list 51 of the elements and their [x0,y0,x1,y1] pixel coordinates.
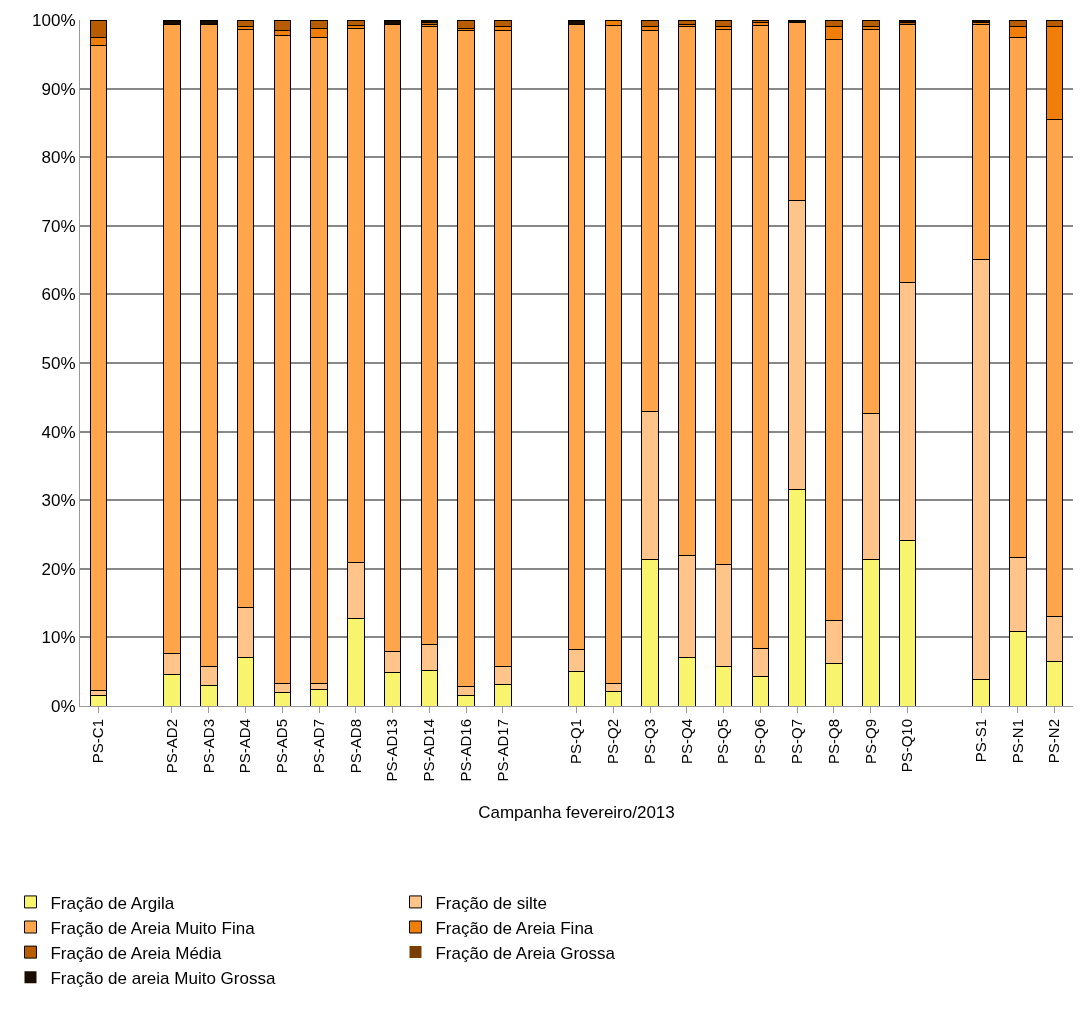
bar [641,20,659,28]
bar [347,20,365,26]
x-tick-label: PS-Q4 [677,719,695,765]
x-tick-label: PS-N1 [1008,719,1026,764]
x-tick-label: PS-AD13 [383,719,401,782]
legend-label: Fração de silte [435,893,547,913]
x-tick-label: PS-Q7 [788,719,806,765]
legend-label: Fração de Areia Grossa [435,943,616,963]
y-tick-label: 100% [32,10,76,30]
x-tick-label: PS-AD17 [493,719,511,782]
x-tick-label: PS-Q1 [567,719,585,765]
x-tick-label: PS-C1 [89,719,107,764]
y-tick-label: 60% [41,285,76,305]
y-tick-label: 50% [41,353,76,373]
y-tick-label: 90% [41,79,76,99]
x-tick-label: PS-Q5 [714,719,732,765]
x-tick-label: PS-Q10 [898,719,916,773]
legend-label: Fração de Areia Média [50,943,223,963]
legend-label: Fração de areia Muito Grossa [50,968,276,988]
x-tick-label: PS-AD7 [309,719,327,774]
x-tick-label: PS-S1 [971,719,989,763]
x-tick-label: PS-AD2 [162,719,180,774]
bar [714,20,733,27]
x-tick-label: PS-AD14 [420,719,438,782]
bar [89,695,108,706]
y-tick-label: 70% [41,216,76,236]
x-tick-label: PS-Q2 [604,719,622,765]
x-tick-label: PS-AD4 [236,719,254,774]
bar [861,20,880,27]
x-tick-label: PS-Q3 [640,719,658,765]
y-tick-label: 10% [41,628,76,648]
x-tick-label: PS-Q6 [751,719,769,765]
y-tick-label: 0% [51,696,76,716]
x-tick-label: PS-AD3 [199,719,217,774]
y-tick-label: 30% [41,491,76,511]
x-tick-label: PS-AD5 [273,719,291,774]
legend-label: Fração de Areia Muito Fina [50,918,256,938]
y-tick-label: 40% [41,422,76,442]
legend-label: Fração de Argila [50,893,175,913]
legend-label: Fração de Areia Fina [435,918,594,938]
bar [236,20,255,27]
y-tick-label: 20% [41,559,76,579]
x-tick-label: PS-N2 [1045,719,1063,764]
bar [494,20,512,28]
x-tick-label: PS-AD8 [346,719,364,774]
x-tick-label: PS-Q9 [861,719,879,765]
x-axis-title: Campanha fevereiro/2013 [478,802,675,822]
x-tick-label: PS-Q8 [824,719,842,765]
x-tick-label: PS-AD16 [457,719,475,782]
y-tick-label: 80% [41,148,76,168]
bar [457,20,475,29]
